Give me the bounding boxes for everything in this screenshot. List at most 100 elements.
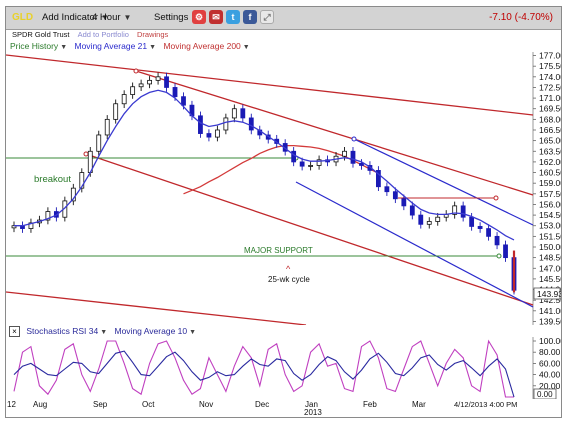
y-tick-label: 148.50 [539, 253, 561, 263]
y-tick-label: 163.50 [539, 146, 561, 156]
price-candle [477, 222, 483, 233]
trendline-channel-red-2 [85, 153, 534, 306]
y-tick-label: 169.50 [539, 104, 561, 114]
price-change: -7.10 (-4.70%) [489, 12, 553, 23]
x-year-prefix: 12 [7, 400, 16, 409]
y-tick-label: 162.00 [539, 157, 561, 167]
chevron-down-icon: ▼ [100, 13, 109, 22]
price-candle [45, 207, 51, 225]
last-price-label: 143.93 [537, 289, 561, 299]
toolbar: GLD Add Indicator ▼ 4 Hour ▼ Settings ⚙ ✉ … [6, 7, 561, 30]
rsi-y-tick-label: 20.00 [539, 381, 561, 391]
x-tick-jan: Jan [305, 400, 318, 409]
y-tick-label: 174.00 [539, 72, 561, 82]
chevron-down-icon[interactable]: ▼ [242, 44, 250, 51]
trendline-lower-red [6, 291, 307, 325]
line-handle[interactable] [493, 195, 499, 201]
gear-icon[interactable]: ⚙ [192, 10, 206, 24]
line-handle[interactable] [83, 151, 89, 157]
legend-stoch-rsi[interactable]: Stochastics RSI 34 [26, 326, 99, 336]
rsi-last-box [533, 388, 557, 399]
legend-ma200[interactable]: Moving Average 200 [163, 41, 241, 51]
interval-select[interactable]: 4 Hour ▼ [92, 10, 131, 25]
y-tick-label: 171.00 [539, 93, 561, 103]
add-indicator-button[interactable]: Add Indicator ▼ [42, 10, 109, 25]
x-tick-aug: Aug [33, 400, 48, 409]
price-chart[interactable]: 177.00175.50174.00172.50171.00169.50168.… [6, 52, 561, 325]
line-handle[interactable] [133, 68, 139, 74]
ticker-symbol[interactable]: GLD [12, 12, 34, 23]
facebook-icon[interactable]: f [243, 10, 257, 24]
rsi-last-label: 0.00 [537, 390, 553, 399]
trendline-blue-upper [353, 138, 534, 226]
add-to-portfolio-link[interactable]: Add to Portfolio [77, 30, 129, 39]
price-candle [401, 194, 407, 211]
rsi-y-tick-label: 40.00 [539, 370, 561, 380]
breakout-label: breakout [34, 174, 71, 185]
chevron-down-icon[interactable]: ▼ [60, 44, 68, 51]
y-tick-label: 165.00 [539, 136, 561, 146]
price-candle [79, 168, 85, 193]
line-handle[interactable] [351, 136, 357, 142]
price-candle [28, 218, 34, 233]
price-candle [376, 166, 381, 191]
legend-rsi-ma10[interactable]: Moving Average 10 [114, 326, 188, 336]
price-candle [460, 201, 466, 222]
share-icon[interactable]: ✉ [209, 10, 223, 24]
chevron-down-icon[interactable]: ▼ [149, 44, 157, 51]
price-candle [316, 155, 322, 170]
x-tick-oct: Oct [142, 400, 155, 409]
drawings-link[interactable]: Drawings [137, 30, 169, 39]
y-tick-label: 157.50 [539, 189, 561, 199]
stoch-rsi-ma-line [13, 350, 515, 398]
y-tick-label: 145.50 [539, 274, 561, 284]
price-candle [231, 104, 237, 123]
trendline-upper-red [6, 54, 534, 116]
twitter-icon[interactable]: t [226, 10, 240, 24]
x-tick-nov: Nov [199, 400, 214, 409]
x-axis: 12 Aug Sep Oct Nov Dec Jan 2013 Feb Mar … [6, 398, 561, 417]
price-candle [121, 90, 127, 109]
settings-button[interactable]: Settings [154, 10, 188, 25]
y-tick-label: 166.50 [539, 125, 561, 135]
last-price-box [533, 287, 561, 300]
price-candle [299, 157, 305, 171]
trendlines [6, 54, 534, 325]
price-candle [392, 187, 398, 204]
price-candle [486, 224, 491, 241]
price-candle [96, 130, 102, 156]
y-tick-label: 139.50 [539, 316, 561, 325]
price-candle [494, 232, 500, 250]
close-icon[interactable]: × [9, 326, 20, 338]
add-indicator-label: Add Indicator [42, 12, 98, 23]
chevron-down-icon[interactable]: ▼ [100, 329, 108, 336]
ma200-line [183, 144, 379, 195]
rsi-y-tick-label: 100.00 [539, 337, 561, 346]
legend-ma21[interactable]: Moving Average 21 [74, 41, 148, 51]
y-tick-label: 150.00 [539, 242, 561, 252]
y-tick-label: 147.00 [539, 263, 561, 273]
price-candle [248, 113, 254, 135]
chevron-down-icon[interactable]: ▼ [189, 329, 197, 336]
cycle-marker-icon: ^ [286, 264, 291, 274]
trendline-channel-red-1 [135, 70, 534, 196]
maximize-icon[interactable]: ⤢ [260, 10, 274, 24]
y-tick-label: 172.50 [539, 82, 561, 92]
trendline-blue-lower [295, 181, 534, 308]
price-candle [240, 104, 246, 123]
price-candle [113, 99, 119, 124]
chart-window: GLD Add Indicator ▼ 4 Hour ▼ Settings ⚙ ✉ … [5, 6, 562, 418]
main-legend: Price History ▼ Moving Average 21 ▼ Moving… [6, 40, 250, 52]
subbar: SPDR Gold Trust Add to Portfolio Drawing… [6, 30, 168, 40]
y-tick-label: 160.50 [539, 168, 561, 178]
legend-price-history[interactable]: Price History [10, 41, 59, 51]
y-tick-label: 168.00 [539, 114, 561, 124]
price-candle [503, 240, 508, 262]
price-candle [350, 147, 356, 168]
rsi-y-tick-label: 80.00 [539, 347, 561, 357]
y-tick-label: 159.00 [539, 178, 561, 188]
line-handle[interactable] [496, 253, 502, 259]
price-candle [384, 182, 390, 196]
price-candle [214, 125, 220, 142]
